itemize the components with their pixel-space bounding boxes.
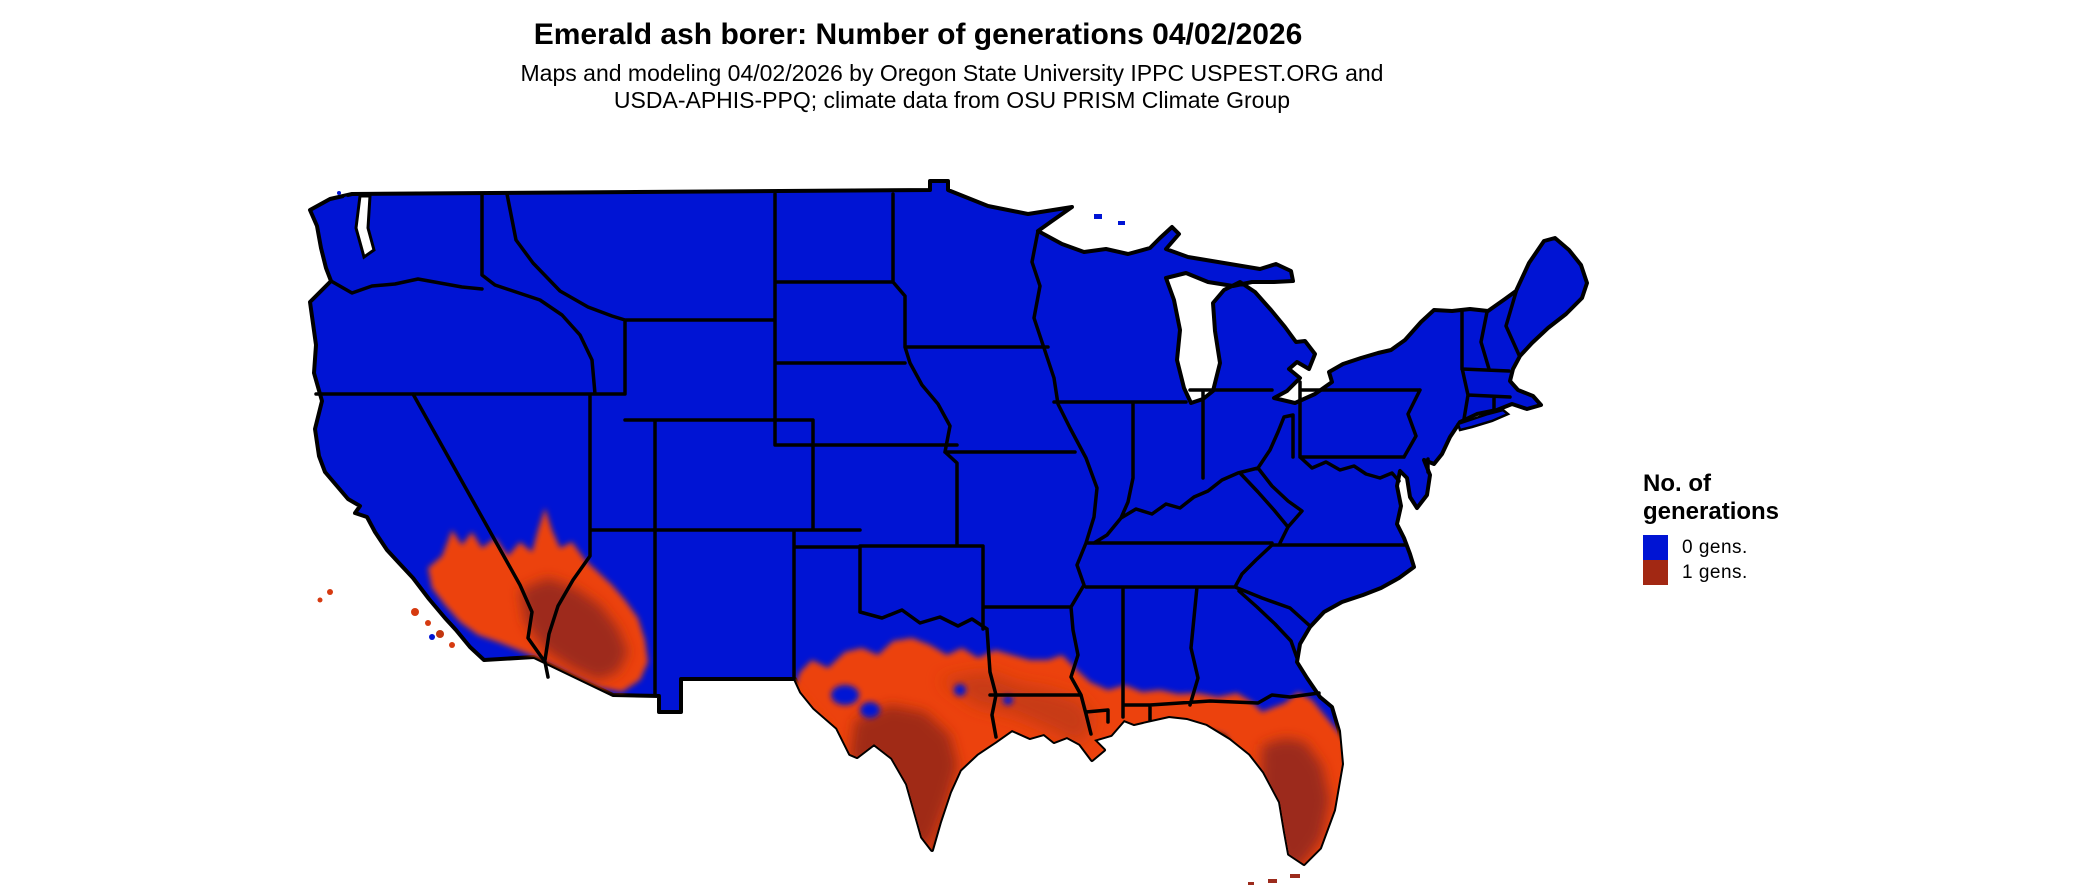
subtitle-line-2: USDA-APHIS-PPQ; climate data from OSU PR… [613, 87, 1291, 113]
legend-label-1-gens: 1 gens. [1682, 561, 1748, 583]
legend-title-line-2: generations [1643, 498, 1780, 525]
legend-swatch-0-gens [1643, 535, 1668, 560]
puget-sound-inlet [354, 194, 376, 260]
legend-items: 0 gens. 1 gens. [1643, 535, 1943, 585]
map-subtitle: Maps and modeling 04/02/2026 by Oregon S… [521, 60, 1384, 114]
long-island [1456, 408, 1511, 432]
legend-item-0-gens: 0 gens. [1643, 535, 1943, 560]
legend-swatch-1-gens [1643, 560, 1668, 585]
page-title: Emerald ash borer: Number of generations… [533, 18, 1303, 51]
legend-title-line-1: No. of [1643, 470, 1711, 497]
channel-islands-dots [317, 589, 455, 648]
lake-and-coast-islands [337, 191, 1300, 885]
legend: No. of generations 0 gens. 1 gens. [1643, 470, 1943, 585]
legend-item-1-gens: 1 gens. [1643, 560, 1943, 585]
legend-label-0-gens: 0 gens. [1682, 536, 1748, 558]
subtitle-line-1: Maps and modeling 04/02/2026 by Oregon S… [520, 60, 1384, 86]
state-borders [314, 192, 1521, 739]
legend-title: No. of generations [1643, 470, 1943, 526]
